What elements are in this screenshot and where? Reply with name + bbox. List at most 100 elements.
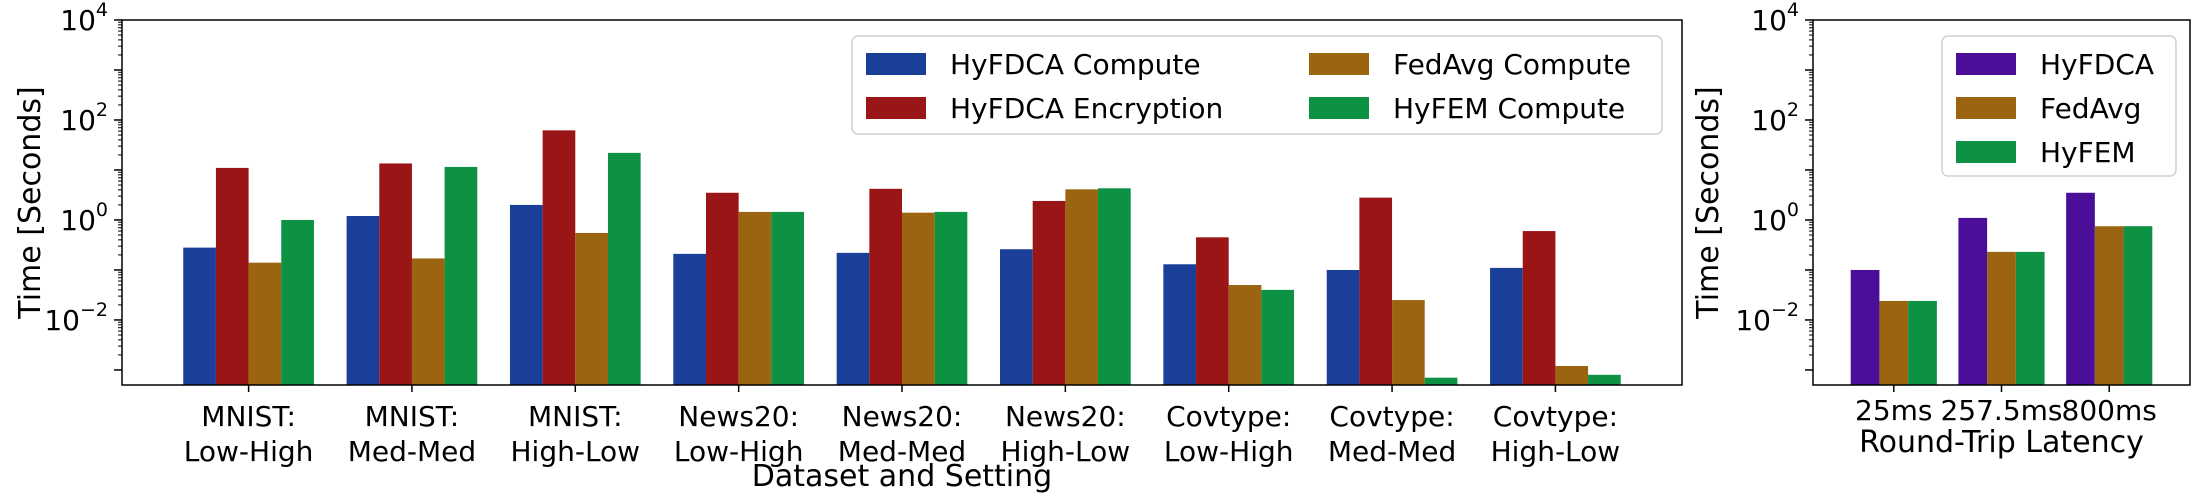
bar-hyfdca-compute-3 xyxy=(509,204,543,385)
bar-hyfdca-encryption-9 xyxy=(1522,231,1556,385)
bar-hyfdca-encryption-7 xyxy=(1196,237,1229,385)
legend-label: FedAvg Compute xyxy=(1393,48,1631,81)
y-tick-label: 10−2 xyxy=(1735,299,1799,337)
bar-fedavg-3 xyxy=(2094,226,2124,385)
legend-swatch xyxy=(1956,141,2016,163)
x-tick-label: 800ms xyxy=(2062,394,2157,427)
x-tick-label: Med-Med xyxy=(1328,435,1456,468)
legend-label: HyFEM xyxy=(2040,136,2136,169)
bar-hyfem-compute-3 xyxy=(607,152,641,385)
bar-hyfem-compute-9 xyxy=(1588,374,1621,385)
x-tick-label: Covtype: xyxy=(1329,400,1454,433)
x-tick-label: News20: xyxy=(678,400,799,433)
bar-fedavg-2 xyxy=(1987,251,2016,385)
axes-frame xyxy=(1812,19,2191,386)
y-tick-label: 102 xyxy=(1751,99,1799,137)
bar-fedavg-compute-2 xyxy=(411,258,445,385)
bar-hyfem-compute-1 xyxy=(281,219,314,385)
x-tick-label: Low-High xyxy=(674,435,804,468)
bar-fedavg-compute-6 xyxy=(1065,189,1099,385)
bar-hyfdca-compute-4 xyxy=(673,253,706,385)
bar-fedavg-compute-5 xyxy=(902,212,935,385)
x-tick-label: High-Low xyxy=(1001,435,1131,468)
bar-hyfem-compute-2 xyxy=(444,166,478,385)
bar-hyfem-compute-4 xyxy=(771,211,804,385)
legend-label: HyFEM Compute xyxy=(1393,92,1625,125)
y-tick-label: 104 xyxy=(60,0,108,37)
x-tick-label: Med-Med xyxy=(348,435,476,468)
bar-fedavg-compute-9 xyxy=(1555,365,1589,385)
x-tick-label: MNIST: xyxy=(365,400,460,433)
legend-label: HyFDCA xyxy=(2040,48,2154,81)
legend: HyFDCA FedAvg HyFEM xyxy=(1941,35,2177,177)
x-tick-label: Covtype: xyxy=(1166,400,1291,433)
y-tick-label: 100 xyxy=(1751,199,1799,237)
legend-label: FedAvg xyxy=(2040,92,2141,125)
bar-fedavg-1 xyxy=(1879,300,1909,385)
bar-hyfem-compute-7 xyxy=(1261,289,1295,385)
bar-hyfdca-compute-9 xyxy=(1490,267,1523,385)
bar-fedavg-compute-7 xyxy=(1228,285,1262,385)
y-tick-label: 102 xyxy=(60,99,108,137)
bar-hyfem-compute-8 xyxy=(1424,377,1458,385)
legend-swatch xyxy=(1309,97,1369,119)
legend-swatch xyxy=(1956,97,2016,119)
axes-frame xyxy=(121,19,1683,386)
x-tick-label: Covtype: xyxy=(1493,400,1618,433)
legend-swatch xyxy=(1309,53,1369,75)
y-tick-label: 10−2 xyxy=(44,299,108,337)
bar-hyfem-2 xyxy=(2015,251,2045,385)
bar-hyfdca-encryption-8 xyxy=(1359,197,1393,385)
x-tick-label: News20: xyxy=(1005,400,1126,433)
legend: HyFDCA Compute HyFDCA Encryption FedAvg Co… xyxy=(851,35,1663,135)
x-tick-label: MNIST: xyxy=(201,400,296,433)
chart-1: MNIST:Low-HighMNIST:Med-MedMNIST:High-Lo… xyxy=(13,0,1683,494)
bar-hyfem-1 xyxy=(1908,300,1937,385)
bar-hyfdca-encryption-2 xyxy=(379,163,412,385)
bar-hyfdca-compute-1 xyxy=(183,247,216,385)
bar-hyfdca-encryption-3 xyxy=(542,130,576,385)
x-axis-label: Dataset and Setting xyxy=(752,459,1052,494)
bar-hyfdca-3 xyxy=(2066,192,2095,385)
legend-label: HyFDCA Encryption xyxy=(950,92,1223,125)
x-tick-label: High-Low xyxy=(1491,435,1621,468)
legend-box xyxy=(851,35,1663,135)
bar-hyfdca-compute-2 xyxy=(346,216,380,385)
bar-fedavg-compute-8 xyxy=(1392,300,1425,385)
bar-fedavg-compute-3 xyxy=(575,232,608,385)
x-tick-label: Med-Med xyxy=(838,435,966,468)
bar-hyfdca-encryption-5 xyxy=(869,188,902,385)
bar-hyfdca-encryption-4 xyxy=(705,192,739,385)
bar-hyfdca-encryption-6 xyxy=(1032,200,1066,385)
bar-hyfdca-compute-7 xyxy=(1163,264,1197,385)
x-tick-label: MNIST: xyxy=(528,400,623,433)
y-tick-label: 100 xyxy=(60,199,108,237)
y-tick-label: 104 xyxy=(1751,0,1799,37)
x-tick-label: High-Low xyxy=(510,435,640,468)
y-axis-label: Time [Seconds] xyxy=(1691,86,1726,319)
x-tick-label: News20: xyxy=(842,400,963,433)
bar-hyfdca-compute-6 xyxy=(1000,249,1033,385)
bar-fedavg-compute-4 xyxy=(738,211,772,385)
chart-2: 25ms 257.5ms 800ms 104 102 100 10−2 Time [Secon… xyxy=(1691,0,2191,460)
legend-swatch xyxy=(1956,53,2016,75)
bar-hyfdca-1 xyxy=(1850,269,1880,385)
x-tick-label: 25ms xyxy=(1855,394,1933,427)
legend-swatch xyxy=(866,53,926,75)
legend-swatch xyxy=(866,97,926,119)
x-tick-label: Low-High xyxy=(1164,435,1294,468)
bar-hyfdca-compute-5 xyxy=(836,252,870,385)
legend-label: HyFDCA Compute xyxy=(950,48,1201,81)
y-axis-label: Time [Seconds] xyxy=(13,86,48,319)
bar-hyfem-compute-5 xyxy=(934,211,968,385)
bar-hyfem-3 xyxy=(2123,226,2153,385)
bar-hyfdca-compute-8 xyxy=(1326,269,1360,385)
x-tick-label: Low-High xyxy=(184,435,314,468)
bar-fedavg-compute-1 xyxy=(248,262,282,385)
x-axis-label: Round-Trip Latency xyxy=(1859,425,2144,460)
bar-hyfdca-2 xyxy=(1958,217,1988,385)
bar-hyfem-compute-6 xyxy=(1098,188,1131,385)
bar-hyfdca-encryption-1 xyxy=(215,167,249,385)
x-tick-label: 257.5ms xyxy=(1940,394,2062,427)
